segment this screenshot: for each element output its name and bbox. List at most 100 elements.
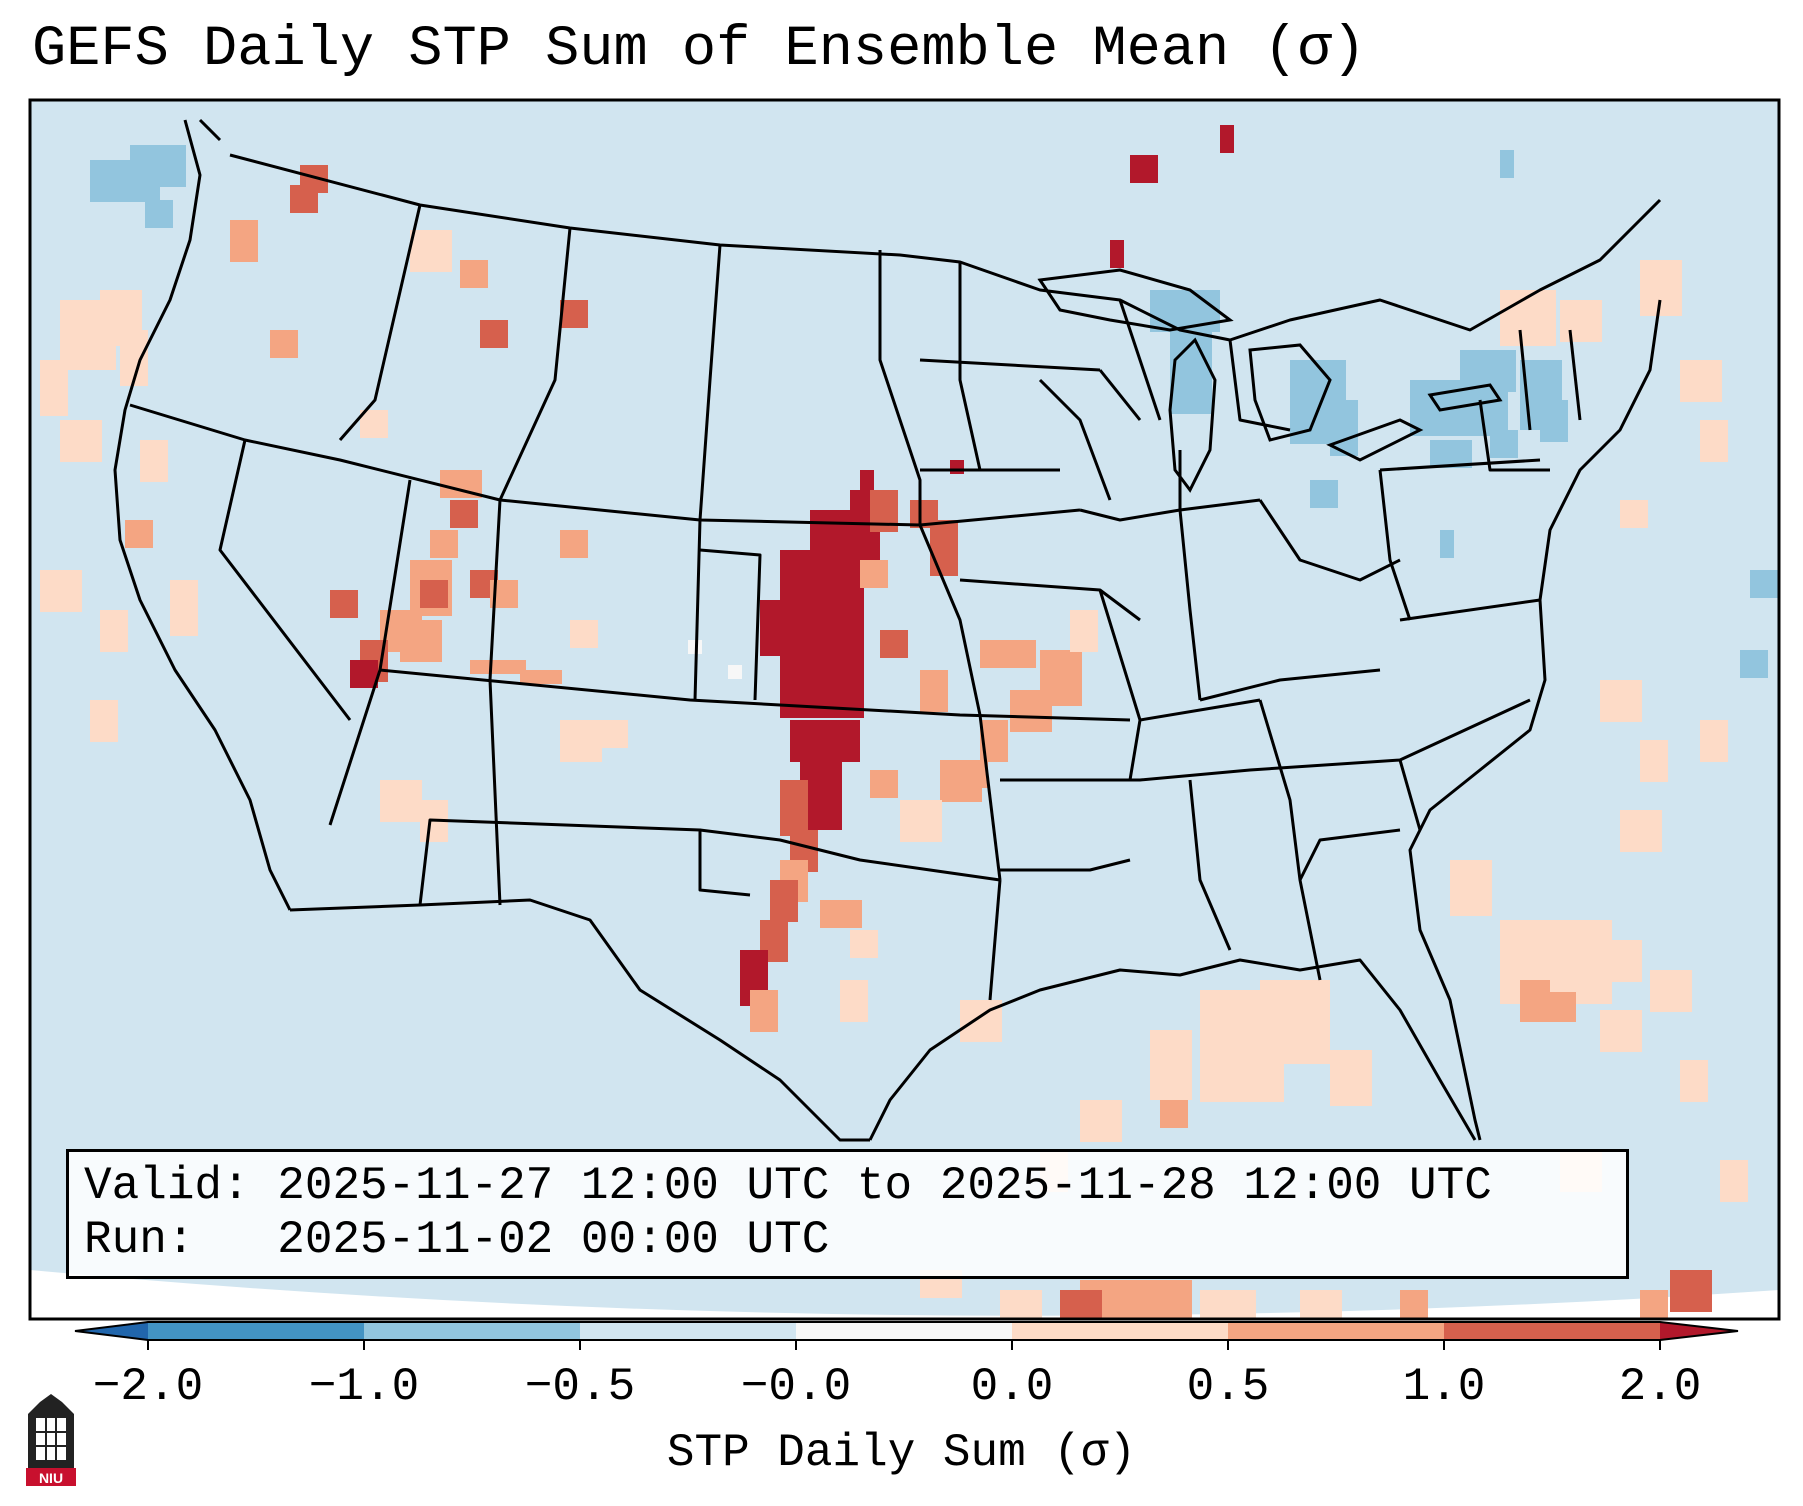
stp-cell [350,660,378,688]
colorbar-tick-label: 1.0 [1402,1361,1486,1413]
stp-cell [1490,430,1518,458]
niu-logo: NIU [26,1394,76,1486]
stp-cell [750,990,778,1032]
colorbar-tick-label: 2.0 [1618,1361,1702,1413]
stp-cell [360,410,388,438]
stp-cell [1600,940,1642,982]
stp-cell [770,880,798,922]
projection-edge [30,1270,1779,1319]
stp-cell [430,530,458,558]
stp-cell [780,550,864,718]
stp-cell [1000,1290,1042,1318]
stp-cell [920,670,948,712]
stp-cell [1500,290,1556,346]
stp-cell [1440,530,1454,558]
lake-huron [1248,343,1332,442]
stp-cell [1310,480,1338,508]
stp-cell [420,580,448,608]
stp-cell [1500,150,1514,178]
stp-cell [1700,720,1728,762]
great-lakes-outlines [1037,268,1503,493]
stp-cell [480,320,508,348]
stp-cell [460,260,488,288]
us-west-coast [113,119,292,911]
stp-cell [140,440,168,482]
chart-title: GEFS Daily STP Sum of Ensemble Mean (σ) [32,18,1367,82]
stp-cell [1620,810,1662,852]
colorbar-bin [148,1322,365,1340]
stp-cell [145,200,173,228]
stp-cell [450,500,478,528]
stp-cell [1670,1270,1712,1312]
stp-cell [1130,155,1158,183]
stp-cell [230,220,258,262]
valid-run-info-box: Valid: 2025-11-27 12:00 UTC to 2025-11-2… [66,1149,1629,1279]
colorbar [74,1321,1739,1350]
colorbar-tick-label: −1.0 [308,1361,420,1413]
stp-cell [1680,360,1722,402]
stp-cell [1150,290,1220,332]
stp-cell [560,300,588,328]
colorbar-bin [796,1322,1013,1340]
stp-cell [1600,680,1642,722]
stp-cell [520,670,562,684]
run-time-line: Run: 2025-11-02 00:00 UTC [84,1214,830,1266]
stp-cell [1720,1160,1748,1202]
stp-cell [1640,260,1682,316]
map-frame-background [30,100,1779,1319]
stp-cell [780,780,808,836]
stp-cell [960,760,988,788]
stp-cell [380,780,422,822]
stp-cell [1540,400,1568,442]
stp-cell [930,520,958,576]
stp-cell [40,360,68,416]
stp-cell [1150,1030,1192,1100]
colorbar-bin [364,1322,581,1340]
stp-cell [1160,1100,1188,1128]
stp-cell [790,720,860,762]
stp-cell [760,600,788,656]
stp-cell [90,700,118,742]
stp-cell [1650,970,1692,1012]
logo-text: NIU [39,1470,63,1486]
map-content [30,118,1779,1319]
stp-cell [1750,570,1778,598]
colorbar-bin [1444,1322,1661,1340]
lake-michigan [1168,337,1217,493]
stp-cell [950,460,964,474]
stp-cell [270,330,298,358]
stp-cell [980,640,1036,668]
colorbar-bin [1228,1322,1445,1340]
stp-cell [560,720,602,762]
colorbar-tick-label: −2.0 [92,1361,204,1413]
stp-cell [1300,1290,1342,1318]
stp-cell [400,620,442,662]
stp-cell [860,560,888,588]
stp-cell [820,900,862,928]
lake-ontario [1427,383,1503,412]
stp-cell [1080,1100,1122,1142]
stp-cell [125,520,153,548]
stp-cell [410,230,452,272]
stp-cell [60,420,102,462]
stp-cell [1620,500,1648,528]
stp-cell [1400,1290,1428,1318]
stp-cell [1700,420,1728,462]
valid-time-line: Valid: 2025-11-27 12:00 UTC to 2025-11-2… [84,1160,1492,1212]
stp-cell [1450,860,1492,916]
stp-cell [1260,980,1330,1064]
northeast-coast [1408,299,1662,1141]
stp-cell [130,145,186,187]
stp-cell [728,665,742,679]
stp-cell [100,610,128,652]
stp-cell [1330,1050,1372,1106]
stp-cell [850,930,878,958]
stp-cell [470,660,526,674]
colorbar-tick-label: −0.5 [524,1361,636,1413]
stp-cell [1640,740,1668,782]
colorbar-label: STP Daily Sum (σ) [666,1427,1137,1479]
colorbar-tick-label: 0.0 [970,1361,1054,1413]
stp-cell [1640,1290,1668,1318]
